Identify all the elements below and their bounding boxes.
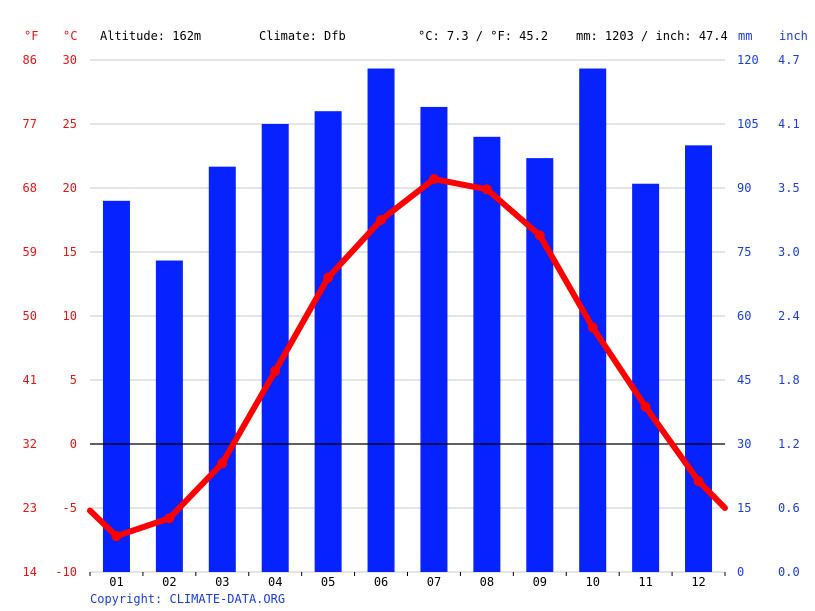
month-tick-label: 03 [215, 575, 229, 589]
grid-lines [90, 59, 725, 573]
mm-tick-label: 45 [737, 373, 751, 387]
mm-tick-label: 90 [737, 181, 751, 195]
altitude-label: Altitude: 162m [100, 29, 201, 43]
celsius-tick-label: 10 [63, 309, 77, 323]
unit-mm-label: mm [738, 29, 752, 43]
fahrenheit-tick-label: 41 [23, 373, 37, 387]
inch-tick-label: 0.6 [778, 501, 800, 515]
precipitation-bar [314, 111, 342, 572]
mm-tick-label: 30 [737, 437, 751, 451]
month-tick-label: 02 [162, 575, 176, 589]
precipitation-bar [261, 124, 289, 572]
temperature-series-line [87, 176, 728, 540]
month-tick-label: 04 [268, 575, 282, 589]
mm-tick-label: 120 [737, 53, 759, 67]
inch-tick-label: 4.1 [778, 117, 800, 131]
temperature-average-label: °C: 7.3 / °F: 45.2 [418, 29, 548, 43]
left-axis-ticks: 86 30 77 25 68 20 59 15 50 10 41 5 32 0 23 -5 14 -10 [23, 53, 77, 579]
temperature-point [376, 215, 387, 225]
copyright-label: Copyright: CLIMATE-DATA.ORG [90, 592, 285, 606]
unit-fahrenheit-label: °F [24, 29, 38, 43]
month-tick-label: 11 [638, 575, 652, 589]
temperature-point [270, 366, 281, 377]
inch-tick-label: 4.7 [778, 53, 800, 67]
month-tick-label: 08 [480, 575, 494, 589]
precipitation-bar [155, 260, 183, 572]
precipitation-bar [367, 68, 395, 573]
mm-tick-label: 75 [737, 245, 751, 259]
temperature-point [217, 458, 228, 469]
temperature-point [587, 322, 598, 333]
unit-inch-label: inch [779, 29, 808, 43]
precipitation-total-label: mm: 1203 / inch: 47.4 [576, 29, 728, 43]
mm-tick-label: 60 [737, 309, 751, 323]
month-tick-label: 07 [427, 575, 441, 589]
precipitation-bar [473, 136, 501, 573]
temperature-point [428, 174, 439, 185]
temperature-line [87, 174, 728, 542]
inch-tick-label: 1.2 [778, 437, 800, 451]
fahrenheit-tick-label: 77 [23, 117, 37, 131]
precipitation-bar [208, 166, 236, 572]
month-tick-label: 12 [691, 575, 705, 589]
temperature-point [481, 184, 492, 195]
fahrenheit-tick-label: 86 [23, 53, 37, 67]
fahrenheit-tick-label: 59 [23, 245, 37, 259]
temperature-point [111, 531, 122, 542]
inch-tick-label: 0.0 [778, 565, 800, 579]
month-tick-label: 09 [533, 575, 547, 589]
mm-tick-label: 105 [737, 117, 759, 131]
fahrenheit-tick-label: 50 [23, 309, 37, 323]
fahrenheit-tick-label: 23 [23, 501, 37, 515]
inch-tick-label: 1.8 [778, 373, 800, 387]
celsius-tick-label: 20 [63, 181, 77, 195]
month-tick-label: 06 [374, 575, 388, 589]
fahrenheit-tick-label: 68 [23, 181, 37, 195]
celsius-tick-label: 25 [63, 117, 77, 131]
month-tick-label: 01 [109, 575, 123, 589]
fahrenheit-tick-label: 32 [23, 437, 37, 451]
mm-tick-label: 15 [737, 501, 751, 515]
celsius-tick-label: 30 [63, 53, 77, 67]
celsius-tick-label: 15 [63, 245, 77, 259]
unit-celsius-label: °C [63, 29, 77, 43]
climate-label: Climate: Dfb [259, 29, 346, 43]
celsius-tick-label: -5 [63, 501, 77, 515]
precipitation-bar [579, 68, 607, 573]
fahrenheit-tick-label: 14 [23, 565, 37, 579]
precipitation-bar [526, 158, 554, 572]
precipitation-bar [632, 183, 660, 572]
celsius-tick-label: -10 [55, 565, 77, 579]
month-tick-label: 05 [321, 575, 335, 589]
temperature-point [534, 230, 545, 241]
precipitation-bar [102, 200, 130, 573]
month-axis-ticks: 01 02 03 04 05 06 07 08 09 10 11 12 [89, 572, 726, 589]
temperature-point [164, 513, 175, 524]
temperature-point [323, 272, 334, 283]
precipitation-bar [685, 145, 713, 573]
mm-tick-label: 0 [737, 565, 744, 579]
temperature-point [693, 476, 704, 487]
right-axis-ticks: 120 4.7 105 4.1 90 3.5 75 3.0 60 2.4 45 1.8 30 1.2 15 0… [737, 53, 800, 579]
celsius-tick-label: 5 [70, 373, 77, 387]
inch-tick-label: 3.5 [778, 181, 800, 195]
inch-tick-label: 2.4 [778, 309, 800, 323]
month-tick-label: 10 [585, 575, 599, 589]
inch-tick-label: 3.0 [778, 245, 800, 259]
temperature-point [640, 401, 651, 412]
celsius-tick-label: 0 [70, 437, 77, 451]
